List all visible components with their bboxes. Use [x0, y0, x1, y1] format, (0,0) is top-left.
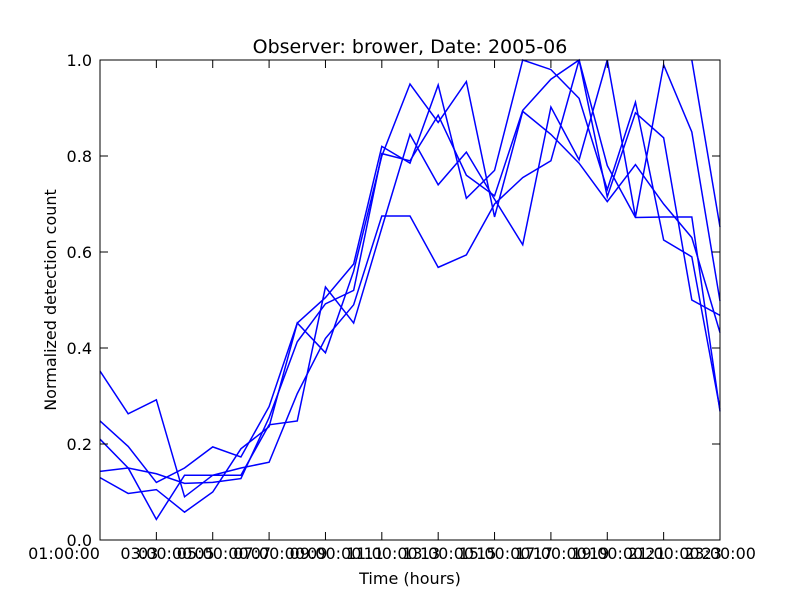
x-tick-label-overlap: 03 — [138, 544, 158, 563]
x-tick-label: 15:00:00 — [459, 544, 531, 563]
x-tick-label-overlap: 15 — [476, 544, 496, 563]
x-tick-label-overlap: 05 — [194, 544, 214, 563]
y-tick-label: 0.6 — [67, 243, 92, 262]
x-tick-label: 19:00:00 — [571, 544, 643, 563]
series-line-1 — [99, 59, 721, 499]
chart-title: Observer: brower, Date: 2005-06 — [253, 36, 568, 58]
x-tick-label: 21:00:00 — [628, 544, 700, 563]
x-tick-label-overlap: 23 — [702, 544, 722, 563]
x-tick-label-overlap: 21 — [645, 544, 665, 563]
series-line-3 — [99, 59, 721, 521]
y-axis-title: Normalized detection count — [41, 189, 60, 411]
x-tick-label: 17:00:00 — [515, 544, 587, 563]
x-tick-label-overlap: 07 — [251, 544, 271, 563]
series-line-4 — [99, 79, 721, 514]
x-tick-label-overlap: 13 — [420, 544, 440, 563]
y-tick-label: 1.0 — [67, 51, 92, 70]
x-tick-label-overlap: 09 — [307, 544, 327, 563]
x-tick-label: 01:00:00 — [28, 544, 100, 563]
x-tick-label: 23:00:00 — [684, 544, 756, 563]
series-line-5 — [99, 58, 721, 485]
x-axis-title: Time (hours) — [358, 569, 461, 588]
x-tick-label-overlap: 11 — [363, 544, 383, 563]
tick-layer: 01:00:00 03:00:0005:00:0007:00:0009:00:00… — [28, 51, 756, 563]
series-layer — [99, 58, 721, 521]
x-tick-label: 03:00:00 — [120, 544, 192, 563]
x-tick-label: 13:00:00 — [402, 544, 474, 563]
series-line-6 — [691, 59, 721, 228]
series-line-2 — [99, 59, 721, 484]
x-tick-label-overlap: 17 — [533, 544, 553, 563]
x-tick-label: 05:00:00 — [177, 544, 249, 563]
x-tick-label: 11:00:00 — [346, 544, 418, 563]
x-tick-label-overlap: 19 — [589, 544, 609, 563]
y-tick-label: 0.4 — [67, 339, 92, 358]
y-tick-label: 0.8 — [67, 147, 92, 166]
y-tick-label: 0.0 — [67, 531, 92, 550]
y-tick-label: 0.2 — [67, 435, 92, 454]
plot-frame — [99, 59, 721, 541]
x-tick-label: 07:00:00 — [233, 544, 305, 563]
x-tick-label: 09:00:00 — [290, 544, 362, 563]
